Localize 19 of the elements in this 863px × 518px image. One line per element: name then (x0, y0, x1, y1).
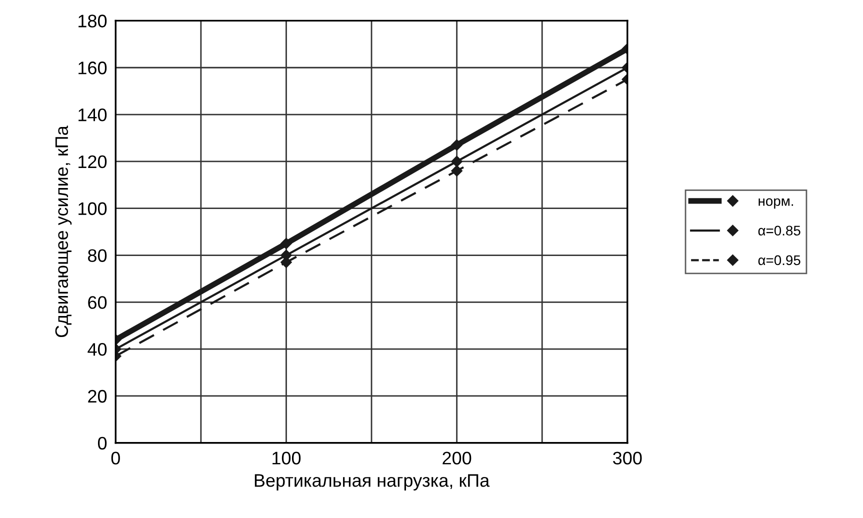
legend-label: норм. (758, 198, 793, 209)
x-axis-title: Вертикальная нагрузка, кПа (254, 474, 490, 490)
x-tick-label: 100 (272, 452, 301, 464)
y-tick-label: 160 (78, 62, 107, 74)
x-tick-label: 300 (613, 452, 642, 464)
y-tick-label: 60 (88, 296, 107, 309)
y-axis-title: Сдвигающее усилие, кПа (55, 126, 72, 338)
x-tick-label: 0 (111, 452, 120, 464)
y-tick-label: 20 (88, 390, 107, 403)
y-tick-label: 80 (88, 249, 107, 262)
y-tick-label: 40 (88, 343, 107, 356)
y-tick-label: 140 (78, 108, 107, 122)
legend-label: α=0.85 (758, 226, 800, 236)
y-tick-label: 100 (78, 202, 107, 216)
x-tick-label: 200 (442, 452, 472, 464)
y-tick-label: 0 (98, 436, 107, 450)
y-tick-label: 180 (78, 14, 107, 28)
y-tick-label: 120 (78, 155, 107, 168)
legend-label: α=0.95 (758, 255, 800, 266)
